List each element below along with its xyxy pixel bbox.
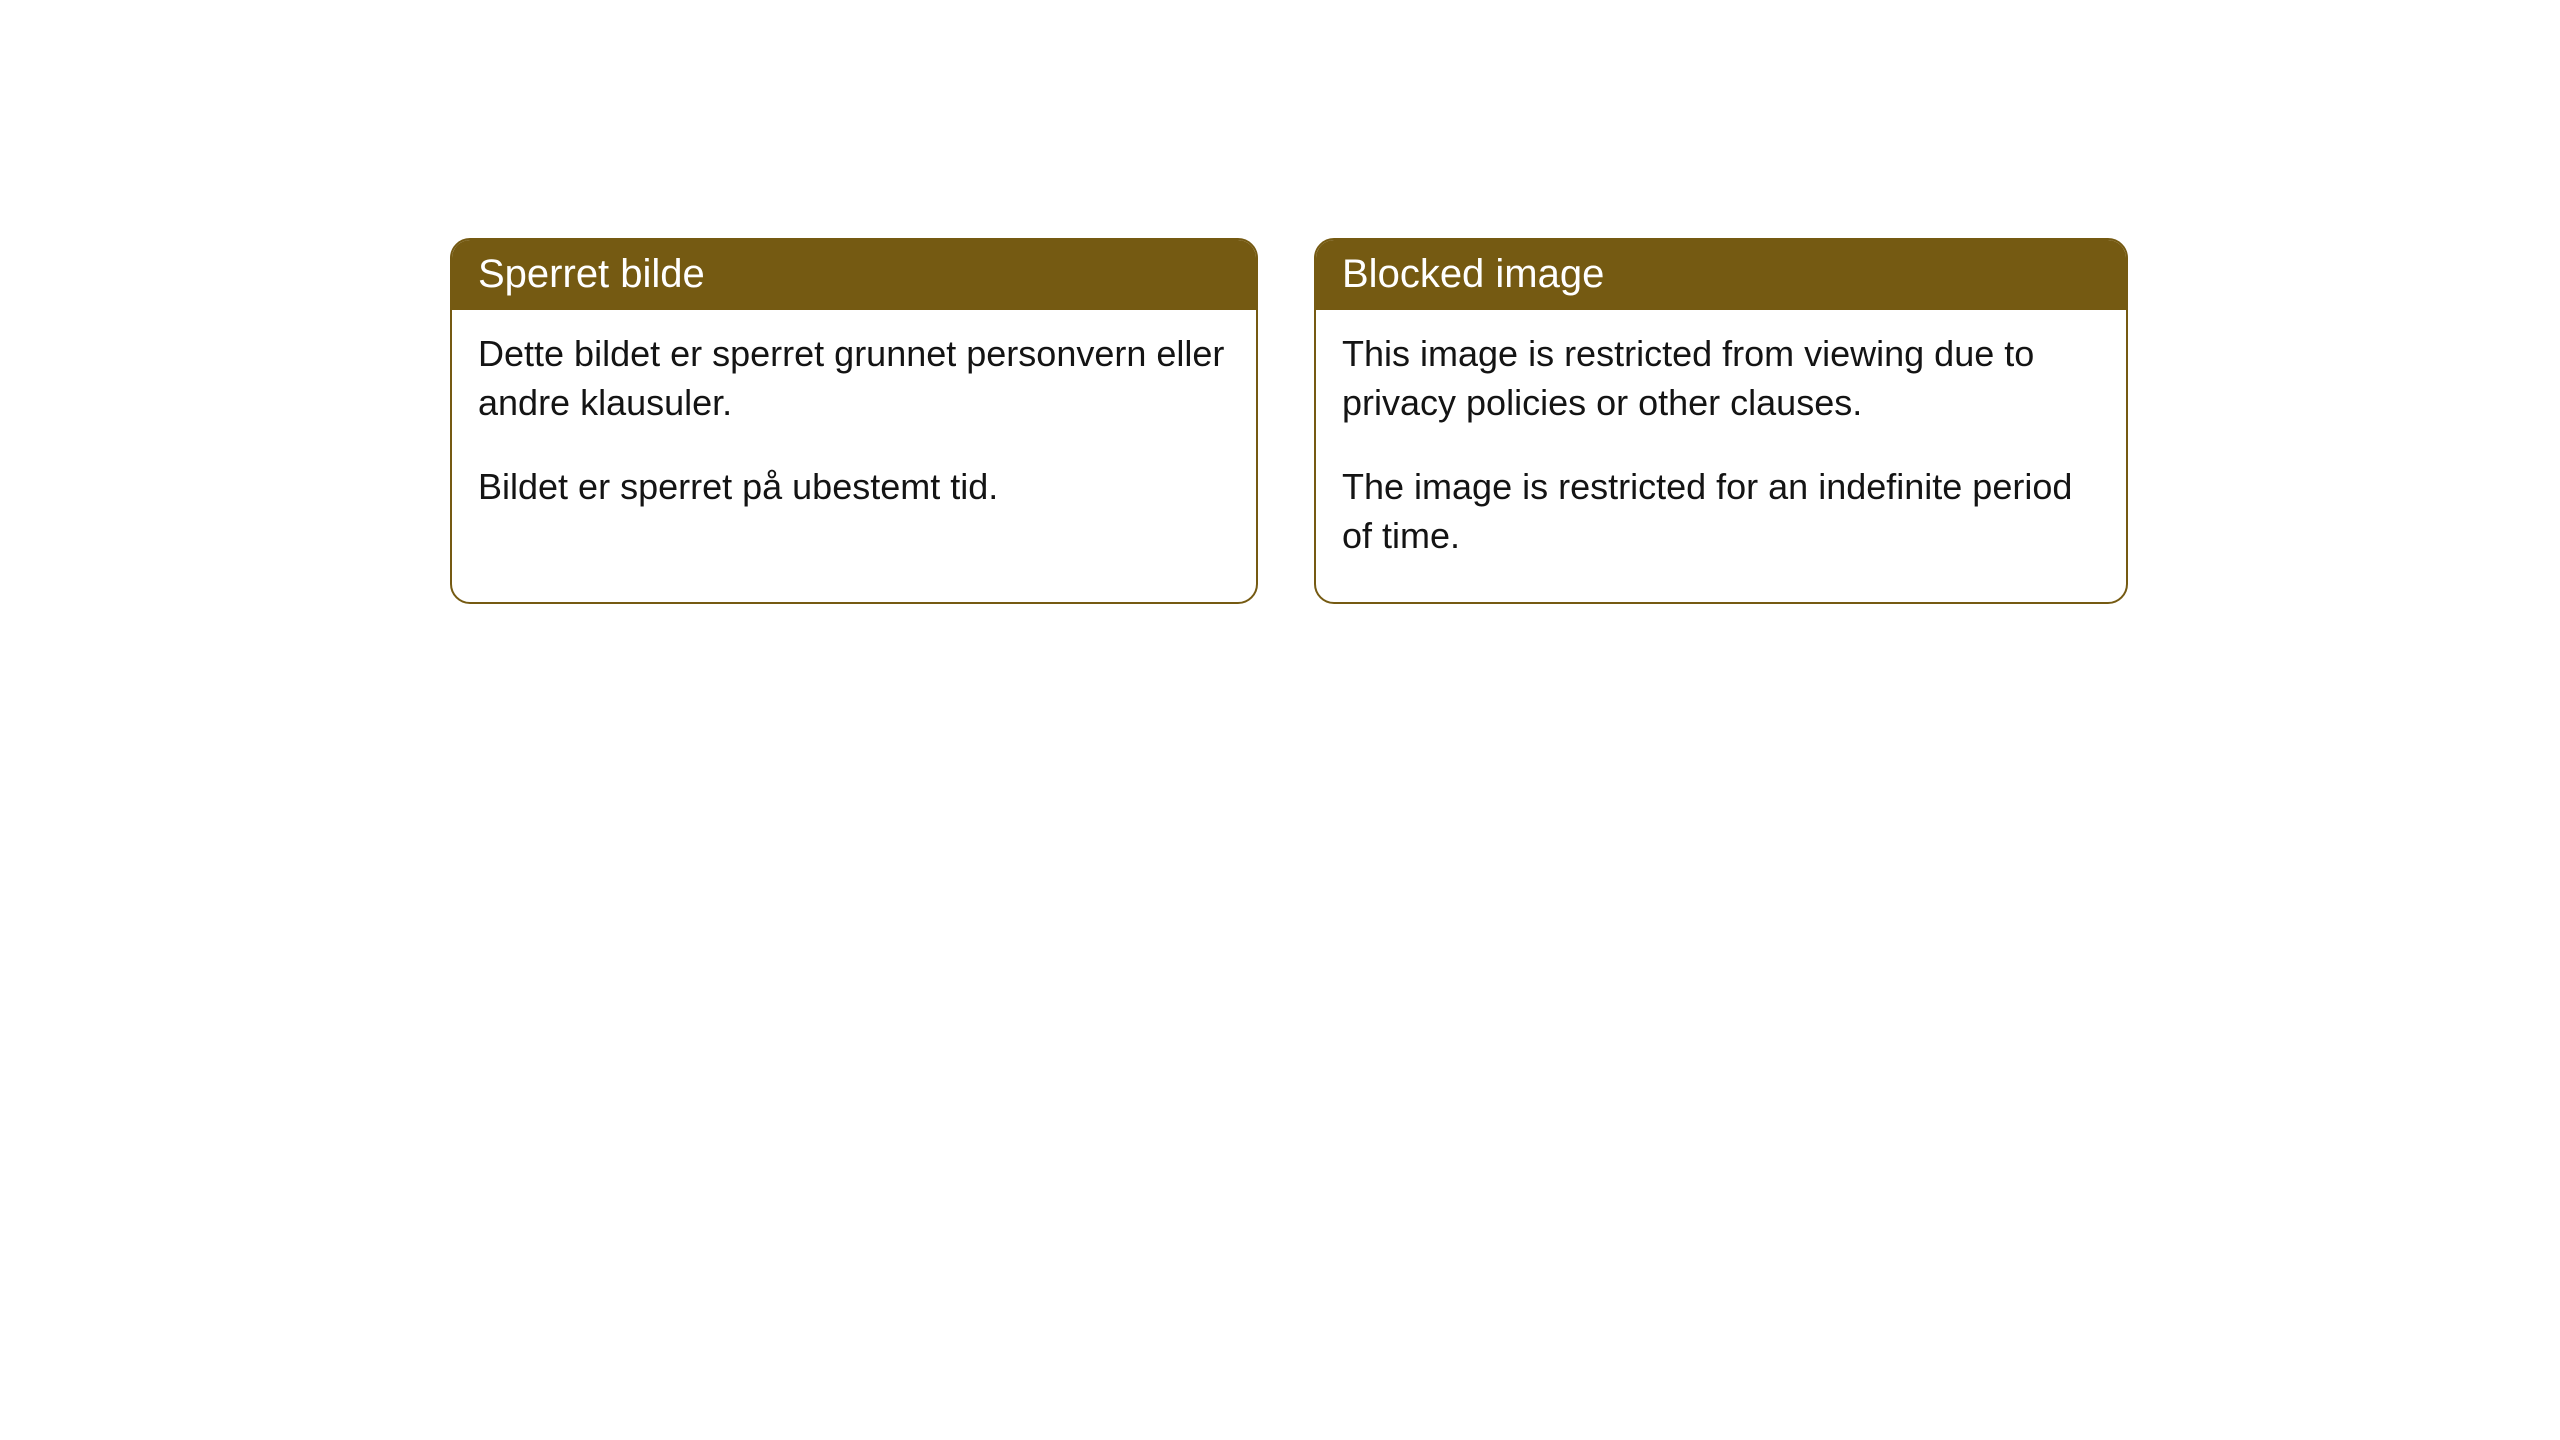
blocked-image-card-no: Sperret bilde Dette bildet er sperret gr…	[450, 238, 1258, 604]
notice-container: Sperret bilde Dette bildet er sperret gr…	[450, 238, 2128, 604]
card-title: Blocked image	[1342, 252, 1604, 296]
card-title: Sperret bilde	[478, 252, 705, 296]
card-body: This image is restricted from viewing du…	[1316, 310, 2126, 602]
card-paragraph: The image is restricted for an indefinit…	[1342, 463, 2100, 560]
card-header: Blocked image	[1316, 240, 2126, 310]
card-body: Dette bildet er sperret grunnet personve…	[452, 310, 1256, 554]
card-paragraph: Bildet er sperret på ubestemt tid.	[478, 463, 1230, 512]
card-paragraph: This image is restricted from viewing du…	[1342, 330, 2100, 427]
blocked-image-card-en: Blocked image This image is restricted f…	[1314, 238, 2128, 604]
card-paragraph: Dette bildet er sperret grunnet personve…	[478, 330, 1230, 427]
card-header: Sperret bilde	[452, 240, 1256, 310]
